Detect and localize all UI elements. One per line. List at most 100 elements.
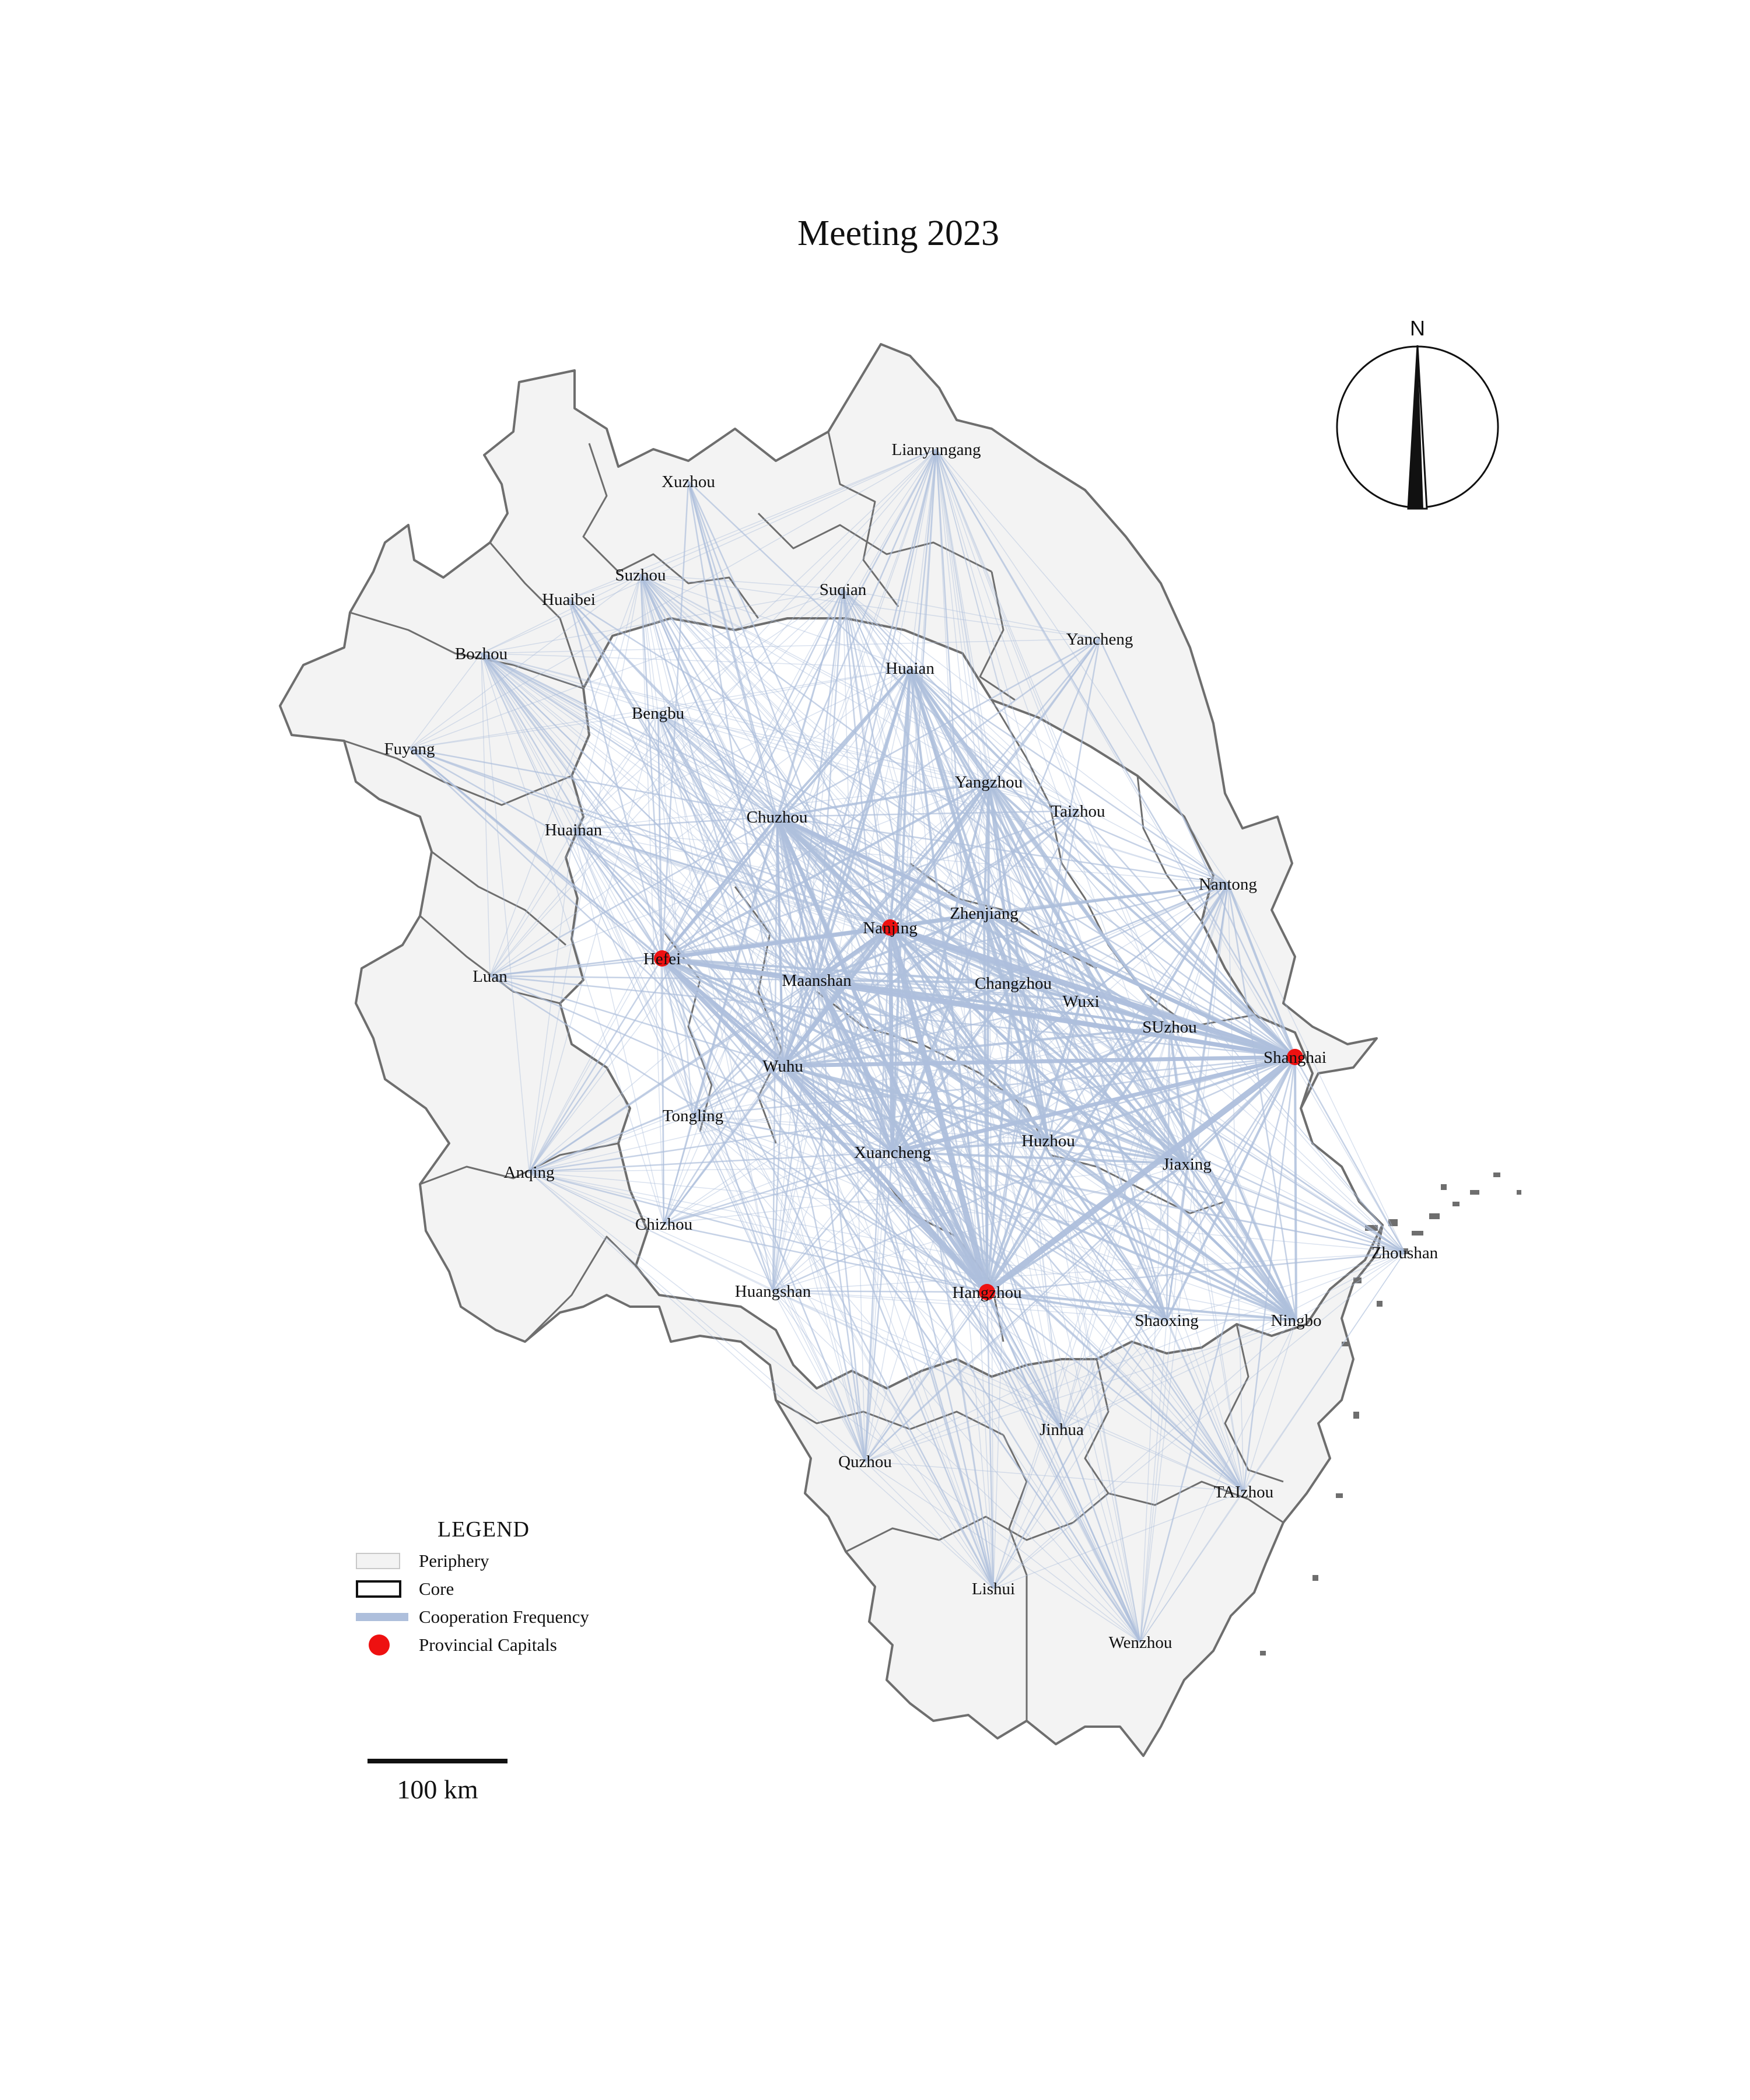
cooperation-link	[528, 781, 989, 1172]
cooperation-link	[772, 1290, 994, 1589]
cooperation-link	[663, 1056, 1296, 1225]
city-label-jinhua: Jinhua	[1040, 1420, 1084, 1439]
cooperation-link	[988, 780, 1229, 885]
legend-title: LEGEND	[438, 1517, 530, 1542]
cooperation-link	[983, 912, 1296, 1058]
cooperation-link	[993, 1491, 1244, 1589]
cooperation-link	[481, 653, 989, 782]
cooperation-link	[408, 747, 988, 1293]
cooperation-link	[776, 448, 937, 818]
cooperation-link	[1047, 1139, 1168, 1321]
cooperation-link	[891, 1151, 1168, 1321]
cooperation-link	[816, 780, 990, 981]
cooperation-link	[489, 975, 784, 1067]
city-label-wuxi: Wuxi	[1062, 992, 1099, 1011]
cooperation-link	[864, 1252, 1405, 1462]
cooperation-link	[692, 1115, 1141, 1643]
cooperation-link	[692, 449, 937, 1116]
cooperation-link	[891, 1000, 1082, 1153]
cooperation-link	[782, 588, 844, 1067]
cooperation-link	[983, 912, 988, 1293]
cooperation-link	[1061, 1320, 1167, 1430]
cooperation-link	[657, 667, 911, 713]
cooperation-link	[1061, 1026, 1170, 1430]
city-label-changzhou: Changzhou	[975, 974, 1052, 993]
cooperation-link	[776, 780, 990, 818]
cooperation-link	[1140, 1320, 1167, 1643]
cooperation-link	[663, 1115, 694, 1224]
city-label-taizhou_js: Taizhou	[1051, 802, 1105, 821]
cooperation-link	[692, 1115, 994, 1589]
cooperation-link	[657, 712, 1141, 1643]
cooperation-link	[1186, 1163, 1244, 1492]
cooperation-link	[573, 667, 911, 830]
cooperation-link	[891, 1026, 1171, 1153]
cooperation-link	[986, 1000, 1082, 1293]
capital-dot-swatch	[369, 1634, 390, 1656]
cooperation-link	[528, 1171, 1141, 1643]
cooperation-link	[528, 1171, 866, 1462]
cooperation-link	[772, 883, 1228, 1292]
cooperation-link	[1013, 982, 1141, 1643]
cooperation-link	[408, 747, 891, 929]
cooperation-link	[782, 1065, 1168, 1321]
cooperation-link	[692, 1115, 1062, 1430]
cooperation-link	[842, 589, 1405, 1253]
city-label-shanghai: Shanghai	[1264, 1048, 1326, 1067]
cooperation-link	[772, 1290, 1297, 1321]
cooperation-link	[986, 638, 1101, 1293]
cooperation-link	[409, 712, 659, 749]
cooperation-link	[772, 781, 989, 1292]
cooperation-link	[782, 1065, 1245, 1493]
cooperation-link	[776, 810, 1079, 818]
map-title: Meeting 2023	[797, 214, 1000, 253]
city-label-hangzhou: Hangzhou	[952, 1283, 1021, 1302]
cooperation-link	[891, 1151, 1245, 1493]
cooperation-link	[661, 816, 778, 960]
cooperation-link	[489, 574, 641, 977]
city-label-huaian: Huaian	[886, 659, 935, 678]
cooperation-link	[889, 926, 1168, 1321]
cooperation-link	[1186, 1163, 1297, 1321]
cooperation-link	[782, 1065, 894, 1153]
cooperation-link	[1296, 1252, 1405, 1321]
cooperation-link	[776, 816, 1229, 885]
cooperation-link	[782, 979, 818, 1067]
city-label-bengbu: Bengbu	[632, 704, 684, 723]
legend-label: Core	[419, 1578, 454, 1599]
cooperation-link	[692, 1115, 1049, 1141]
cooperation-link	[1166, 1252, 1405, 1321]
city-label-tongling: Tongling	[663, 1107, 723, 1125]
city-label-zhenjiang: Zhenjiang	[950, 904, 1019, 923]
cooperation-link	[782, 1065, 866, 1462]
cooperation-link	[573, 829, 1082, 1002]
cooperation-link	[1243, 1252, 1405, 1492]
cooperation-link	[816, 979, 866, 1462]
cooperation-link	[891, 982, 1014, 1153]
core-swatch	[356, 1580, 401, 1598]
cooperation-link	[909, 667, 1405, 1253]
cooperation-link	[1140, 1026, 1170, 1643]
cooperation-link	[782, 1065, 1188, 1165]
cooperation-link	[661, 588, 844, 960]
cooperation-link	[889, 667, 911, 929]
city-label-wuhu: Wuhu	[762, 1057, 803, 1076]
cooperation-link	[909, 667, 988, 1293]
cooperation-link	[776, 638, 1101, 818]
cooperation-link	[481, 653, 1228, 884]
cooperation-link	[528, 957, 663, 1173]
cooperation-link	[657, 712, 778, 818]
cooperation-link	[640, 574, 911, 668]
cooperation-link	[663, 883, 1228, 1224]
cooperation-link	[1140, 1252, 1405, 1643]
cooperation-link	[573, 829, 774, 1292]
capital-dot-shanghai	[1287, 1049, 1303, 1065]
city-label-ningbo: Ningbo	[1271, 1311, 1322, 1330]
cooperation-link	[842, 589, 1228, 884]
cooperation-link	[1166, 1163, 1188, 1321]
cooperation-link	[935, 448, 988, 1293]
cooperation-link	[909, 667, 1079, 811]
cooperation-link	[480, 652, 778, 818]
cooperation-link	[986, 1291, 1245, 1493]
